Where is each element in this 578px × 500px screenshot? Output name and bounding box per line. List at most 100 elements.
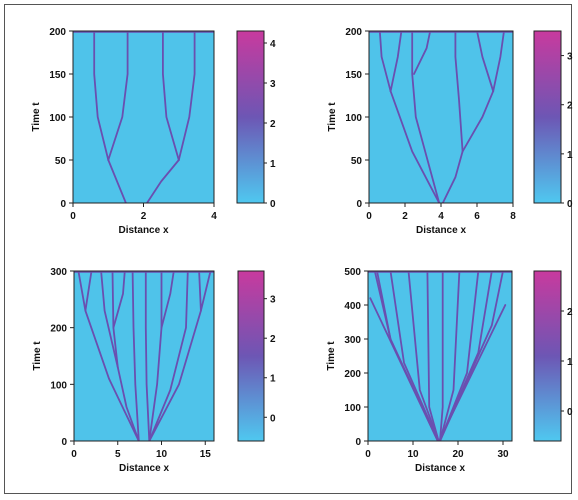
- branch-line: [144, 271, 151, 441]
- panel-1: 0 2 4 0 50 100 150 200 Distance x Time t 0 1 2 3 4: [31, 27, 276, 236]
- x-tick-label: 30: [497, 449, 509, 460]
- colorbar-tick-label: 2: [270, 334, 276, 345]
- branch-line: [492, 31, 505, 93]
- y-tick-label: 200: [50, 324, 67, 335]
- panel-2: 0 2 4 6 8 0 50 100 150 200 Distance x Time t 0 1 2 3: [327, 27, 573, 236]
- branch-line: [100, 271, 119, 369]
- branch-line: [112, 271, 126, 329]
- x-tick-label: 5: [115, 449, 121, 460]
- y-axis-label: Time t: [327, 102, 338, 132]
- y-tick-label: 0: [356, 199, 362, 210]
- x-tick-label: 0: [366, 211, 372, 222]
- heatmap-field: [74, 271, 214, 441]
- x-tick-label: 4: [211, 211, 217, 222]
- colorbar-tick-label: 2: [567, 101, 573, 112]
- x-tick-label: 2: [141, 211, 147, 222]
- branch-line: [107, 159, 127, 203]
- branch-line: [426, 271, 440, 441]
- branch-line: [389, 31, 403, 93]
- heatmap-field: [73, 31, 214, 203]
- plot-frame: [73, 270, 215, 442]
- branch-line: [77, 271, 140, 441]
- colorbar-tick-label: 1: [567, 150, 573, 161]
- branch-line: [454, 31, 464, 153]
- y-tick-label: 100: [344, 403, 361, 414]
- branch-line: [93, 31, 110, 161]
- y-tick-label: 500: [344, 267, 361, 278]
- branch-group: [77, 271, 212, 441]
- x-tick-label: 15: [200, 449, 212, 460]
- branch-line: [84, 271, 93, 312]
- x-tick-label: 4: [438, 211, 444, 222]
- colorbar: [237, 270, 265, 442]
- branch-line: [177, 31, 196, 161]
- colorbar-tick-label: 1: [567, 357, 573, 368]
- branch-line: [439, 271, 504, 441]
- colorbar-tick-label: 0: [567, 199, 573, 210]
- branch-line: [407, 271, 440, 441]
- x-tick-label: 10: [156, 449, 168, 460]
- y-tick-label: 50: [55, 156, 67, 167]
- colorbar-tick-label: 2: [270, 119, 276, 130]
- x-tick-label: 2: [402, 211, 408, 222]
- colorbar-tick-label: 3: [567, 52, 573, 63]
- y-tick-label: 300: [50, 267, 67, 278]
- branch-group: [378, 31, 505, 203]
- branch-line: [411, 31, 441, 203]
- y-tick-label: 0: [355, 437, 361, 448]
- branch-line: [160, 271, 175, 329]
- branch-line: [131, 271, 140, 441]
- branch-line: [439, 271, 461, 441]
- branch-line: [198, 271, 202, 312]
- branch-line: [476, 31, 495, 93]
- x-tick-label: 20: [452, 449, 464, 460]
- x-tick-label: 6: [474, 211, 480, 222]
- colorbar-tick-label: 2: [567, 307, 573, 318]
- colorbar: [236, 30, 265, 204]
- branch-line: [148, 271, 189, 441]
- branch-line: [148, 271, 212, 441]
- y-axis-label: Time t: [31, 102, 42, 132]
- x-tick-label: 0: [70, 211, 76, 222]
- y-tick-label: 50: [351, 156, 363, 167]
- colorbar-tick-label: 1: [270, 374, 276, 385]
- x-axis-label: Distance x: [119, 463, 169, 474]
- branch-line: [439, 271, 444, 441]
- colorbar-tick-label: 0: [270, 413, 276, 424]
- y-tick-label: 100: [49, 113, 66, 124]
- branch-line: [378, 31, 392, 93]
- colorbar-tick-label: 0: [270, 199, 276, 210]
- colorbar: [533, 30, 562, 204]
- x-tick-label: 0: [71, 449, 77, 460]
- colorbar: [533, 270, 562, 442]
- branch-line: [146, 159, 180, 203]
- branch-line: [148, 271, 163, 441]
- y-tick-label: 200: [49, 27, 66, 38]
- y-tick-label: 400: [344, 301, 361, 312]
- x-tick-label: 8: [510, 211, 516, 222]
- panel-3: 0 5 10 15 0 100 200 300 Distance x Time t 0 1 2 3: [32, 267, 276, 474]
- x-axis-label: Distance x: [416, 225, 466, 236]
- colorbar-tick-label: 3: [270, 79, 276, 90]
- colorbar-tick-label: 0: [567, 407, 573, 418]
- x-axis-label: Distance x: [415, 463, 465, 474]
- branch-line: [389, 271, 440, 441]
- branch-group: [93, 31, 196, 203]
- colorbar-tick-label: 3: [270, 295, 276, 306]
- y-tick-label: 300: [344, 335, 361, 346]
- y-tick-label: 100: [345, 113, 362, 124]
- branch-line: [107, 31, 129, 161]
- branch-line: [373, 271, 392, 340]
- branch-line: [161, 31, 180, 161]
- y-tick-label: 150: [49, 70, 66, 81]
- y-axis-label: Time t: [326, 341, 337, 371]
- x-axis-label: Distance x: [118, 225, 168, 236]
- y-tick-label: 200: [345, 27, 362, 38]
- x-tick-label: 0: [365, 449, 371, 460]
- heatmap-field: [368, 271, 512, 441]
- branch-group: [369, 271, 507, 441]
- branch-line: [389, 90, 441, 203]
- branch-line: [461, 90, 495, 153]
